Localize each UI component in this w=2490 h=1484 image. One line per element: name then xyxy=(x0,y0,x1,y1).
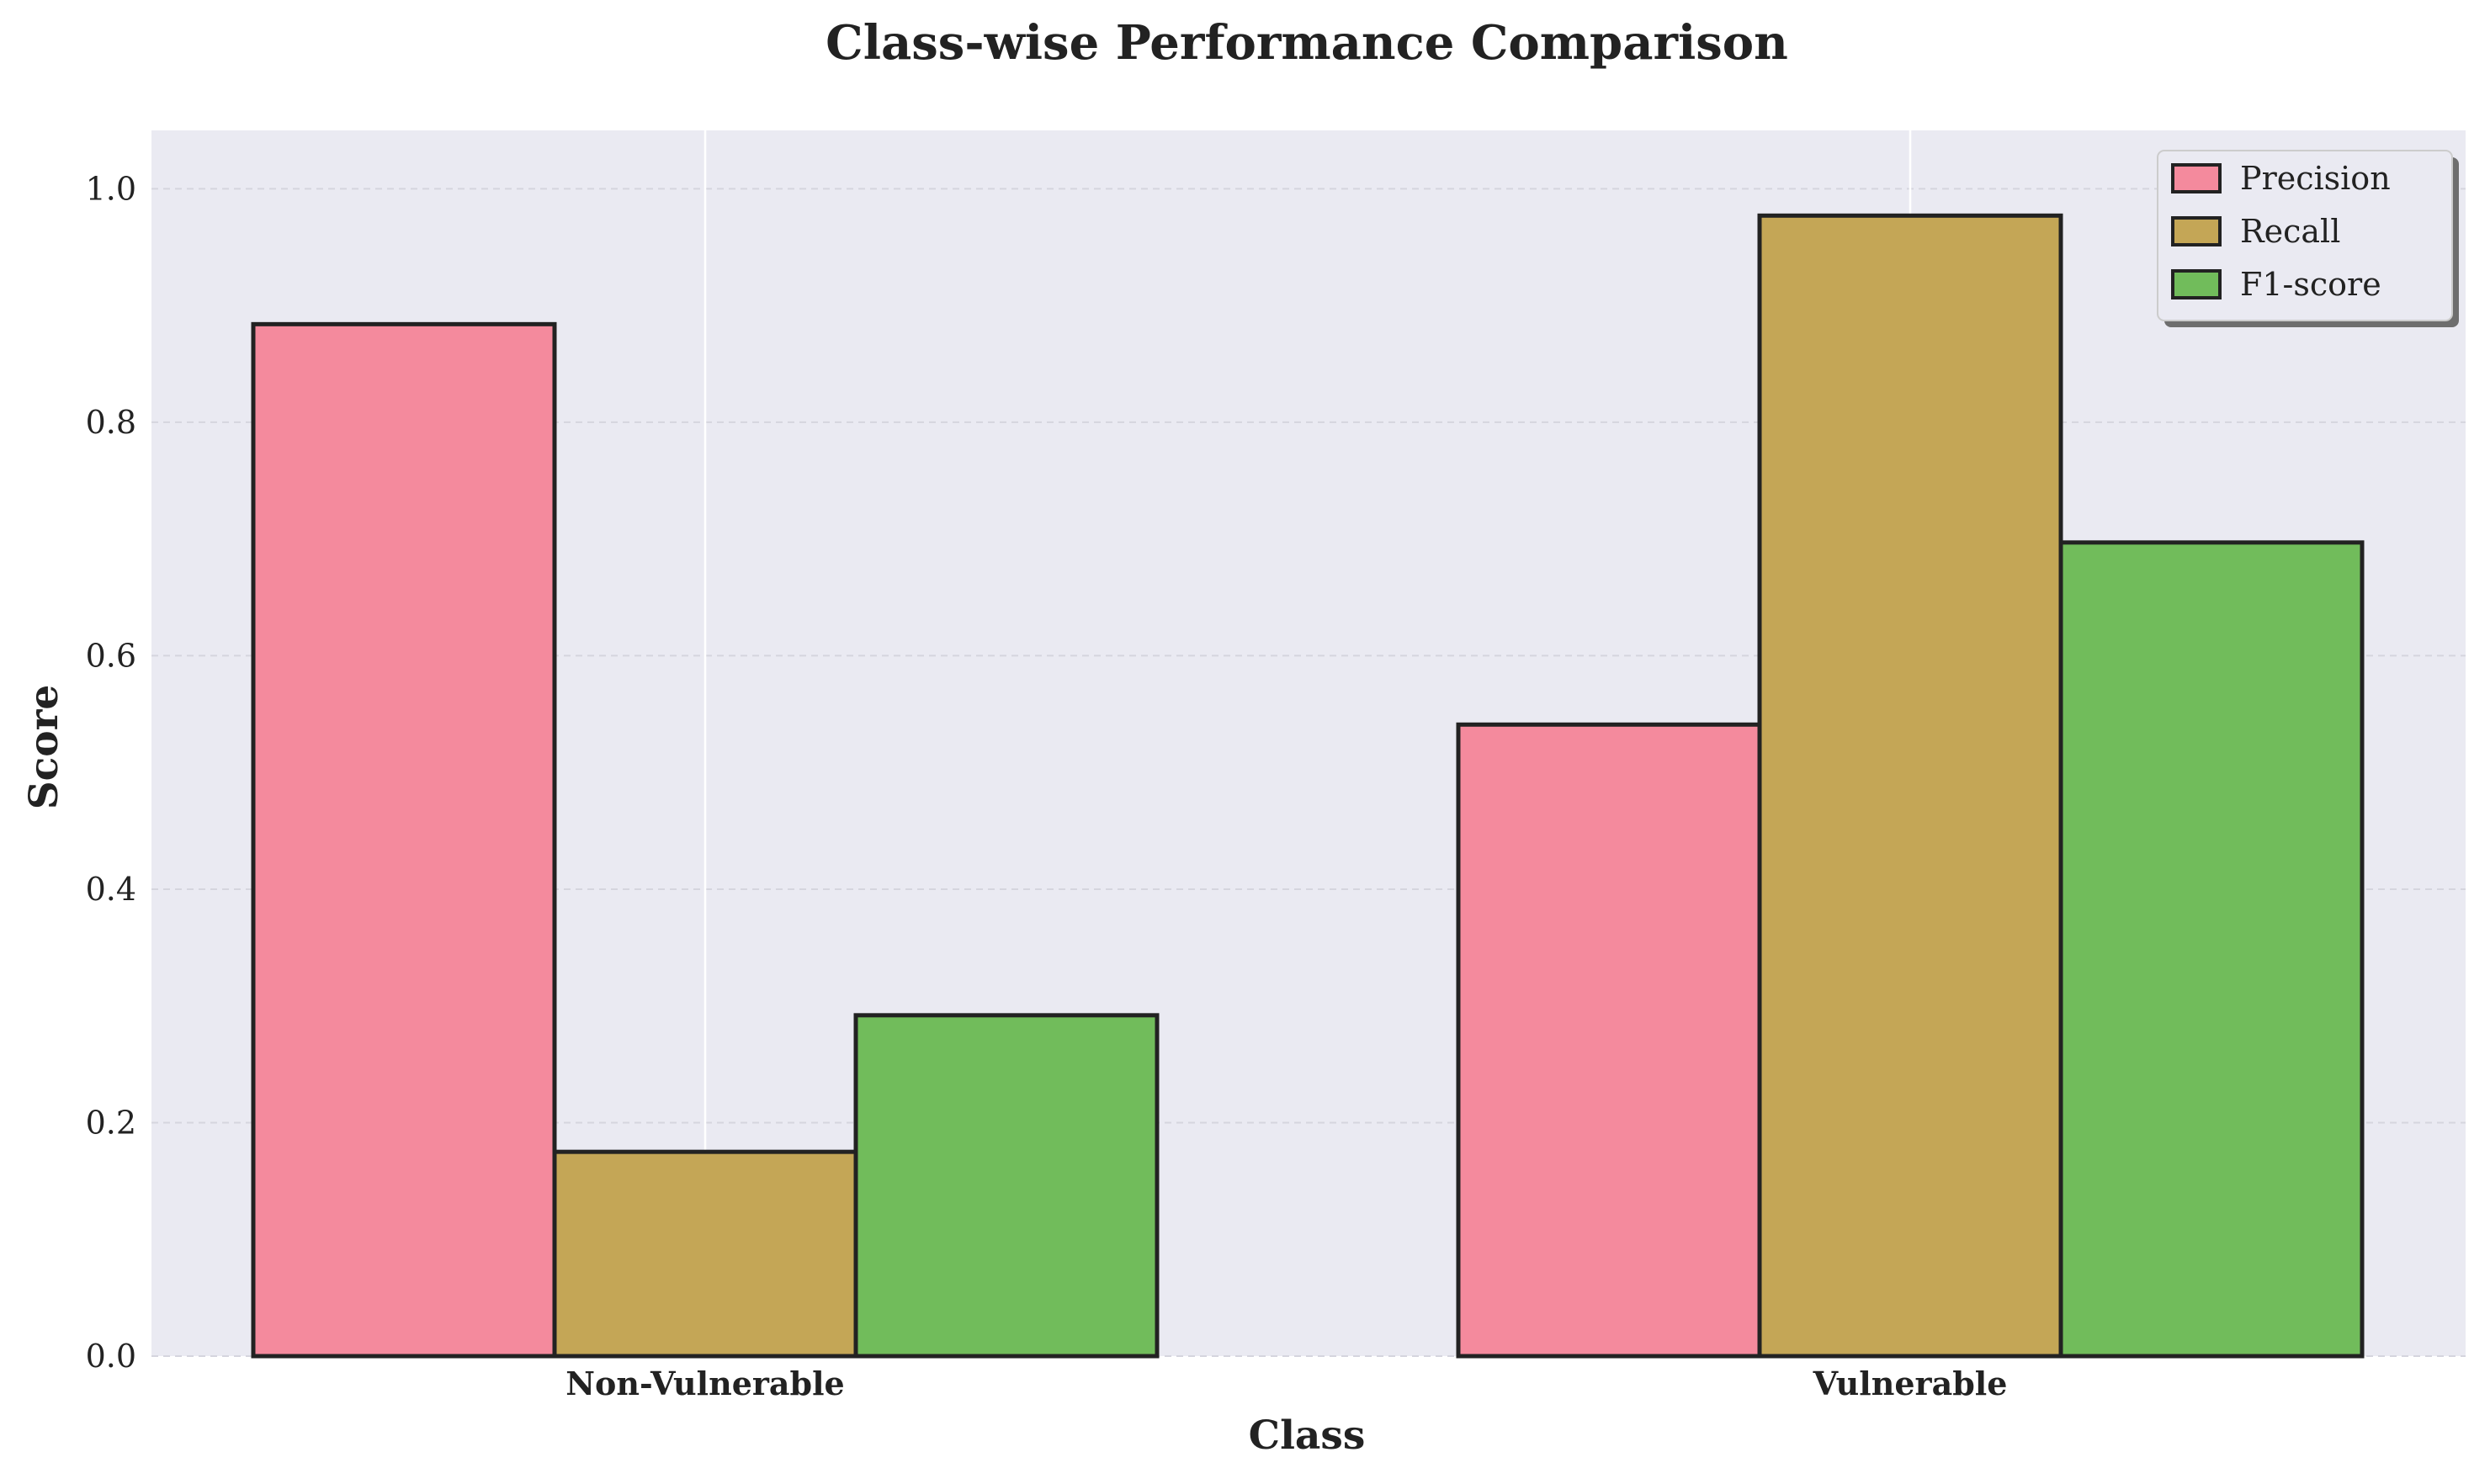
bar-f1-score-non-vulnerable xyxy=(853,1013,1160,1359)
x-tick-label: Vulnerable xyxy=(1813,1365,2008,1402)
legend: Precision Recall F1-score xyxy=(2157,150,2459,327)
y-tick-label: 0.6 xyxy=(86,637,136,674)
x-axis-ticks: Non-Vulnerable Vulnerable xyxy=(565,1365,2007,1402)
y-tick-label: 1.0 xyxy=(86,170,136,207)
bar-recall-non-vulnerable xyxy=(552,1149,858,1359)
y-tick-label: 0.4 xyxy=(86,871,136,908)
legend-box xyxy=(2157,150,2453,321)
legend-swatch-f1-score xyxy=(2171,269,2222,299)
bar-precision-vulnerable xyxy=(1456,722,1762,1359)
y-tick-label: 0.0 xyxy=(86,1338,136,1375)
legend-swatch-recall xyxy=(2171,216,2222,246)
chart-title: Class-wise Performance Comparison xyxy=(826,15,1788,71)
x-axis-label: Class xyxy=(1249,1412,1366,1459)
legend-label-recall: Recall xyxy=(2240,213,2340,250)
legend-swatch-precision xyxy=(2171,163,2222,193)
y-tick-label: 0.2 xyxy=(86,1104,136,1141)
legend-label-precision: Precision xyxy=(2240,160,2391,197)
legend-label-f1-score: F1-score xyxy=(2240,266,2381,303)
bar-precision-non-vulnerable xyxy=(251,321,557,1359)
y-axis-ticks: 0.0 0.2 0.4 0.6 0.8 1.0 xyxy=(86,170,136,1375)
bar-recall-vulnerable xyxy=(1757,213,2063,1359)
y-tick-label: 0.8 xyxy=(86,404,136,441)
bar-f1-score-vulnerable xyxy=(2058,540,2365,1359)
x-tick-label: Non-Vulnerable xyxy=(565,1365,844,1402)
bars xyxy=(251,213,2365,1359)
y-axis-label: Score xyxy=(21,685,67,810)
